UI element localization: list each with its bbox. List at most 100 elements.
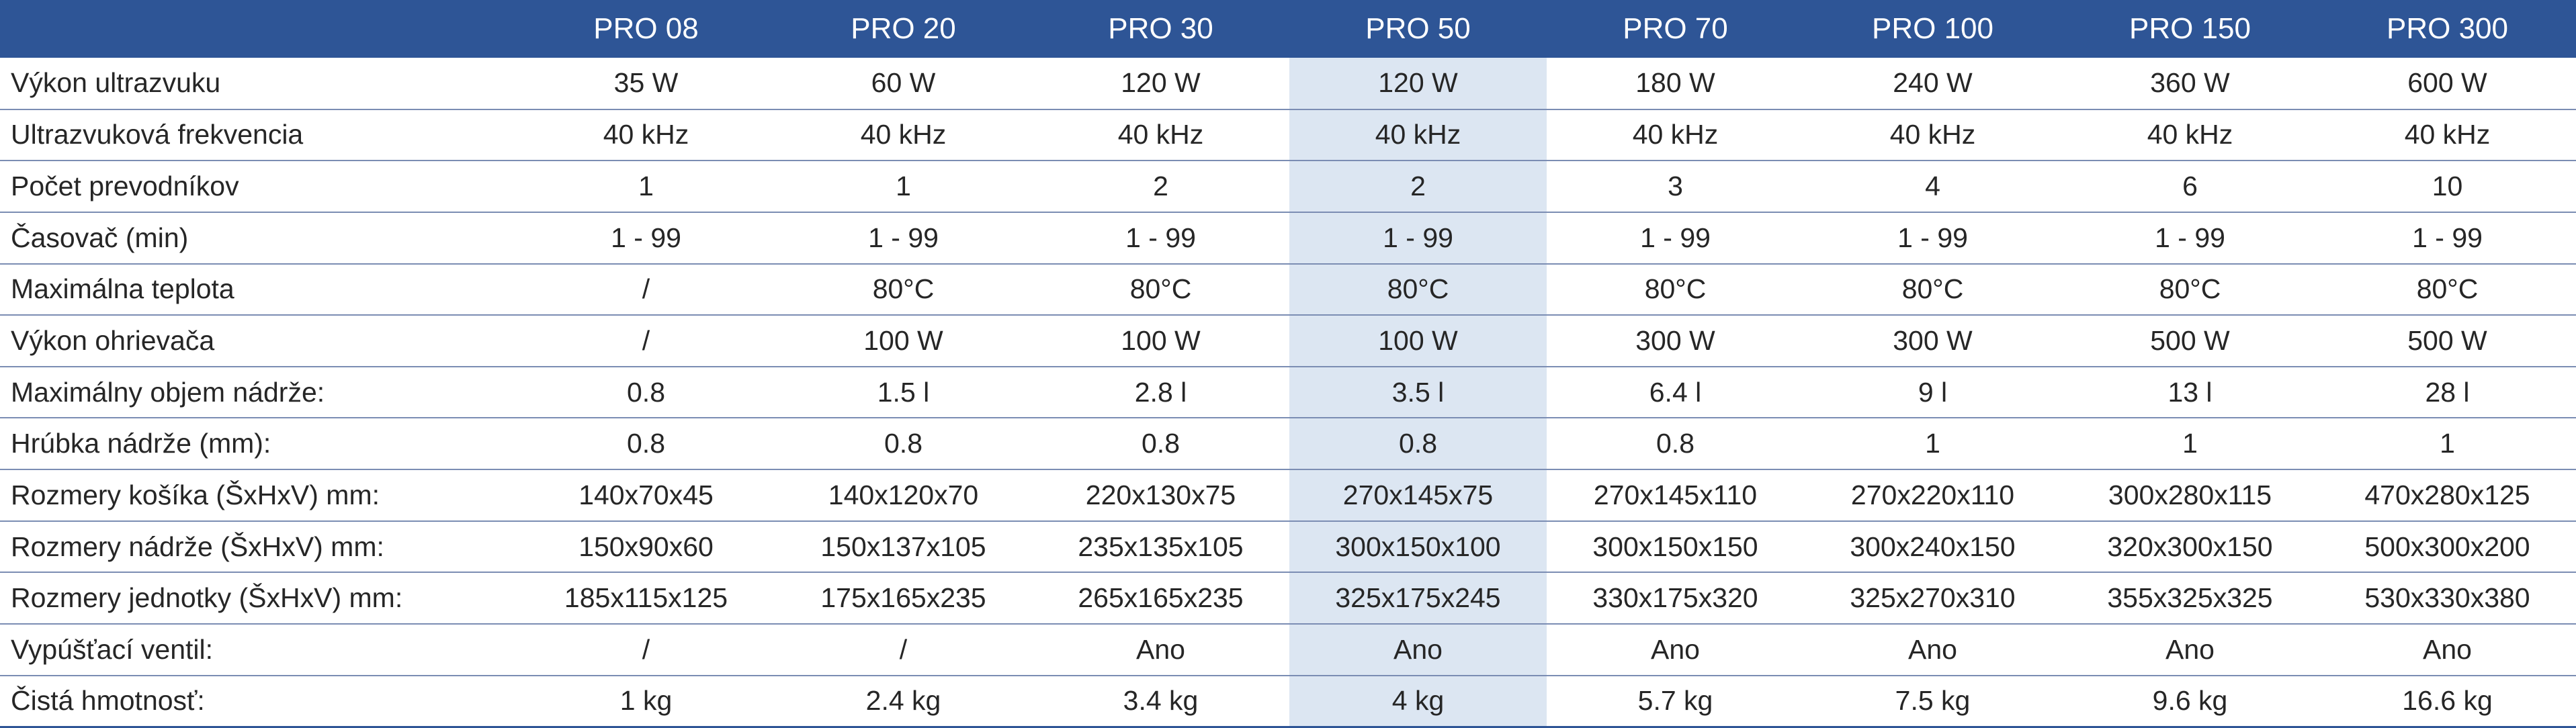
table-cell: 2.8 l [1032, 366, 1289, 419]
table-cell: 1 kg [517, 675, 775, 728]
table-cell: 16.6 kg [2319, 675, 2576, 728]
column-header: PRO 50 [1289, 0, 1547, 58]
table-cell: 2 [1032, 161, 1289, 213]
table-cell: 13 l [2061, 366, 2319, 419]
table-cell: 9.6 kg [2061, 675, 2319, 728]
table-cell: 300x150x100 [1289, 520, 1547, 574]
row-label: Časovač (min) [0, 212, 517, 265]
table-cell: 3 [1547, 161, 1804, 213]
table-cell: 40 kHz [517, 109, 775, 162]
table-cell: 1 [775, 161, 1032, 213]
table-cell: 80°C [1804, 263, 2061, 316]
table-cell: 320x300x150 [2061, 520, 2319, 574]
table-cell: 1 - 99 [1547, 212, 1804, 265]
table-cell: 185x115x125 [517, 572, 775, 625]
table-row: Rozmery nádrže (ŠxHxV) mm: 150x90x60 150x1… [0, 520, 2576, 574]
table-cell: 100 W [775, 315, 1032, 367]
table-cell: 235x135x105 [1032, 520, 1289, 574]
table-cell: 240 W [1804, 58, 2061, 110]
table-row: Hrúbka nádrže (mm): 0.8 0.8 0.8 0.8 0.8 1 1 1 [0, 418, 2576, 471]
table-cell: / [517, 315, 775, 367]
row-label: Vypúšťací ventil: [0, 624, 517, 676]
table-cell: 1 - 99 [775, 212, 1032, 265]
table-cell: 3.4 kg [1032, 675, 1289, 728]
table-cell: 1 - 99 [1289, 212, 1547, 265]
table-cell: 300 W [1547, 315, 1804, 367]
table-cell: 1 - 99 [1804, 212, 2061, 265]
table-cell: 180 W [1547, 58, 1804, 110]
table-row: Časovač (min) 1 - 99 1 - 99 1 - 99 1 - 99 1 -… [0, 212, 2576, 265]
column-header: PRO 100 [1804, 0, 2061, 58]
table-row: Ultrazvuková frekvencia 40 kHz 40 kHz 40 kH… [0, 109, 2576, 162]
table-cell: 0.8 [517, 418, 775, 471]
table-cell: 7.5 kg [1804, 675, 2061, 728]
table-cell: 150x137x105 [775, 520, 1032, 574]
table-cell: 300x150x150 [1547, 520, 1804, 574]
table-row: Výkon ohrievača/100 W 100 W 100 W 300 W 300 … [0, 315, 2576, 367]
table-cell: / [775, 624, 1032, 676]
table-cell: 360 W [2061, 58, 2319, 110]
header-row: PRO 08 PRO 20 PRO 30 PRO 50 PRO 70 PRO 1… [0, 0, 2576, 58]
table-cell: 175x165x235 [775, 572, 1032, 625]
table-cell: 150x90x60 [517, 520, 775, 574]
table-cell: 3.5 l [1289, 366, 1547, 419]
table-cell: 1 [2319, 418, 2576, 471]
table-cell: 10 [2319, 161, 2576, 213]
row-label: Počet prevodníkov [0, 161, 517, 213]
table-cell: Ano [2061, 624, 2319, 676]
row-label: Maximálny objem nádrže: [0, 366, 517, 419]
row-label: Hrúbka nádrže (mm): [0, 418, 517, 471]
table-cell: Ano [2319, 624, 2576, 676]
table-cell: 355x325x325 [2061, 572, 2319, 625]
table-cell: 1 - 99 [517, 212, 775, 265]
table-cell: 40 kHz [1547, 109, 1804, 162]
column-header: PRO 08 [517, 0, 775, 58]
row-label: Výkon ohrievača [0, 315, 517, 367]
table-cell: 0.8 [1289, 418, 1547, 471]
table-cell: 2.4 kg [775, 675, 1032, 728]
table-cell: 300x280x115 [2061, 469, 2319, 522]
table-cell: 120 W [1289, 58, 1547, 110]
row-label: Čistá hmotnosť: [0, 675, 517, 728]
table-header: PRO 08 PRO 20 PRO 30 PRO 50 PRO 70 PRO 1… [0, 0, 2576, 58]
table-cell: 500 W [2061, 315, 2319, 367]
table-cell: 80°C [2319, 263, 2576, 316]
table-row: Čistá hmotnosť: 1 kg 2.4 kg 3.4 kg 4 kg 5.7 k… [0, 675, 2576, 728]
column-header: PRO 30 [1032, 0, 1289, 58]
table-cell: 470x280x125 [2319, 469, 2576, 522]
table-cell: 100 W [1289, 315, 1547, 367]
table-cell: 1 - 99 [1032, 212, 1289, 265]
table-cell: 80°C [1547, 263, 1804, 316]
table-cell: 0.8 [517, 366, 775, 419]
row-label: Rozmery košíka (ŠxHxV) mm: [0, 469, 517, 522]
table-cell: 500 W [2319, 315, 2576, 367]
table-cell: Ano [1547, 624, 1804, 676]
table-cell: 80°C [2061, 263, 2319, 316]
table-cell: 9 l [1804, 366, 2061, 419]
table-cell: 270x145x75 [1289, 469, 1547, 522]
table-cell: Ano [1032, 624, 1289, 676]
table-row: Počet prevodníkov 1 1 2 2 3 4 6 10 [0, 161, 2576, 213]
table-cell: 35 W [517, 58, 775, 110]
table-cell: Ano [1289, 624, 1547, 676]
table-cell: 1 - 99 [2319, 212, 2576, 265]
column-header: PRO 300 [2319, 0, 2576, 58]
table-cell: 6 [2061, 161, 2319, 213]
table-cell: 0.8 [775, 418, 1032, 471]
row-label: Rozmery nádrže (ŠxHxV) mm: [0, 520, 517, 574]
table-cell: 2 [1289, 161, 1547, 213]
table-cell: 28 l [2319, 366, 2576, 419]
table-cell: 140x120x70 [775, 469, 1032, 522]
table-cell: 220x130x75 [1032, 469, 1289, 522]
table-cell: 330x175x320 [1547, 572, 1804, 625]
table-cell: 40 kHz [1032, 109, 1289, 162]
row-label: Maximálna teplota [0, 263, 517, 316]
table-row: Vypúšťací ventil: / / Ano Ano Ano Ano Ano Ano [0, 624, 2576, 676]
table-cell: 40 kHz [1804, 109, 2061, 162]
table-cell: 1.5 l [775, 366, 1032, 419]
table-cell: 300 W [1804, 315, 2061, 367]
table-cell: Ano [1804, 624, 2061, 676]
column-header: PRO 20 [775, 0, 1032, 58]
